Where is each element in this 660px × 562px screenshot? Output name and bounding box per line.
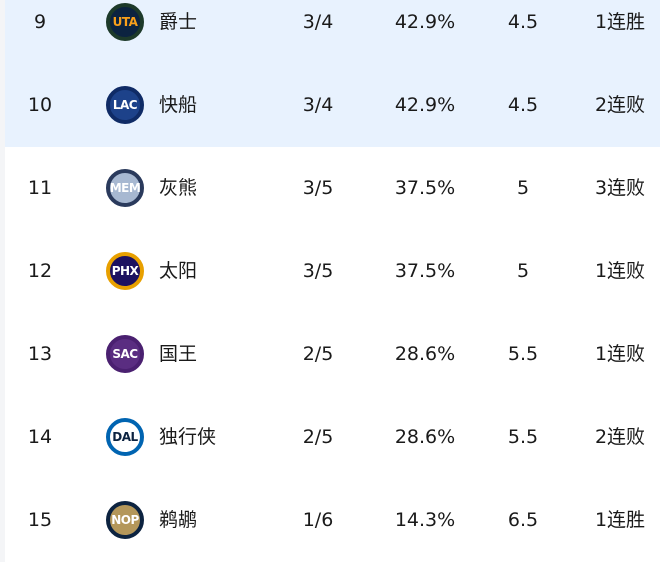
streak: 1连败	[594, 260, 646, 282]
team-logo-icon: NOP	[106, 501, 144, 539]
rank: 11	[27, 177, 53, 199]
team-name[interactable]: 快船	[159, 94, 198, 116]
record: 3/4	[302, 11, 334, 33]
games-behind: 4.5	[507, 11, 539, 33]
record: 3/5	[302, 177, 334, 199]
games-behind: 5	[516, 260, 530, 282]
rank: 9	[33, 11, 47, 33]
team-logo-icon: UTA	[106, 3, 144, 41]
streak: 1连败	[594, 343, 646, 365]
standings-table: 9 UTA 爵士 3/4 42.9% 4.5 1连胜 10 LAC 快船 3/4 …	[5, 0, 660, 562]
win-pct: 14.3%	[394, 509, 456, 531]
streak: 2连败	[594, 426, 646, 448]
rank: 12	[27, 260, 53, 282]
logo-abbr: DAL	[112, 430, 138, 444]
team-name[interactable]: 国王	[159, 343, 198, 365]
record: 1/6	[302, 509, 334, 531]
games-behind: 5	[516, 177, 530, 199]
team-row[interactable]: 14 DAL 独行侠 2/5 28.6% 5.5 2连败	[5, 396, 660, 479]
team-name[interactable]: 太阳	[159, 260, 198, 282]
streak: 2连败	[594, 94, 646, 116]
rank: 10	[27, 94, 53, 116]
logo-abbr: UTA	[112, 15, 138, 29]
team-row[interactable]: 10 LAC 快船 3/4 42.9% 4.5 2连败	[5, 64, 660, 147]
win-pct: 28.6%	[394, 343, 456, 365]
team-logo-icon: DAL	[106, 418, 144, 456]
team-logo-icon: PHX	[106, 252, 144, 290]
win-pct: 42.9%	[394, 11, 456, 33]
team-row[interactable]: 15 NOP 鹈鹕 1/6 14.3% 6.5 1连胜	[5, 479, 660, 562]
streak: 3连败	[594, 177, 646, 199]
team-row[interactable]: 11 MEM 灰熊 3/5 37.5% 5 3连败	[5, 147, 660, 230]
logo-abbr: LAC	[112, 98, 138, 112]
logo-abbr: NOP	[111, 513, 139, 527]
win-pct: 28.6%	[394, 426, 456, 448]
games-behind: 5.5	[507, 426, 539, 448]
team-logo-icon: MEM	[106, 169, 144, 207]
team-logo-icon: SAC	[106, 335, 144, 373]
team-name[interactable]: 爵士	[159, 11, 198, 33]
team-name[interactable]: 独行侠	[159, 426, 217, 448]
rank: 14	[27, 426, 53, 448]
logo-abbr: MEM	[109, 181, 141, 195]
win-pct: 37.5%	[394, 260, 456, 282]
team-row[interactable]: 13 SAC 国王 2/5 28.6% 5.5 1连败	[5, 313, 660, 396]
team-name[interactable]: 鹈鹕	[159, 509, 198, 531]
games-behind: 5.5	[507, 343, 539, 365]
record: 3/5	[302, 260, 334, 282]
games-behind: 4.5	[507, 94, 539, 116]
team-logo-icon: LAC	[106, 86, 144, 124]
games-behind: 6.5	[507, 509, 539, 531]
win-pct: 37.5%	[394, 177, 456, 199]
win-pct: 42.9%	[394, 94, 456, 116]
record: 2/5	[302, 426, 334, 448]
streak: 1连胜	[594, 11, 646, 33]
rank: 13	[27, 343, 53, 365]
team-name[interactable]: 灰熊	[159, 177, 198, 199]
streak: 1连胜	[594, 509, 646, 531]
logo-abbr: SAC	[112, 347, 138, 361]
team-row[interactable]: 9 UTA 爵士 3/4 42.9% 4.5 1连胜	[5, 0, 660, 64]
rank: 15	[27, 509, 53, 531]
logo-abbr: PHX	[111, 264, 139, 278]
record: 3/4	[302, 94, 334, 116]
record: 2/5	[302, 343, 334, 365]
team-row[interactable]: 12 PHX 太阳 3/5 37.5% 5 1连败	[5, 230, 660, 313]
